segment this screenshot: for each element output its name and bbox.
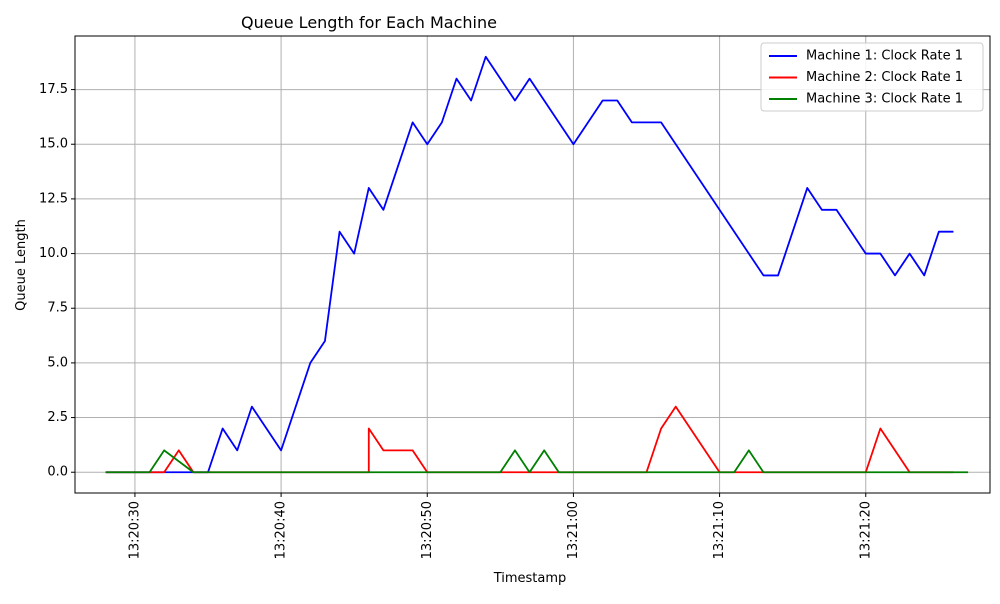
y-tick-label: 0.0 — [47, 465, 68, 480]
series-lines — [105, 55, 969, 474]
legend-box — [760, 42, 984, 112]
chart-title: Queue Length for Each Machine — [241, 13, 497, 32]
legend-label: Machine 3: Clock Rate 1 — [806, 92, 963, 107]
x-axis-label: Timestamp — [493, 571, 567, 586]
x-tick-label: 13:21:20 — [858, 501, 873, 559]
x-axis-ticks: 13:20:30 13:20:40 13:20:50 13:21:00 13:21:10… — [127, 493, 873, 559]
x-tick-label: 13:21:00 — [566, 501, 581, 559]
y-tick-label: 5.0 — [47, 355, 68, 370]
y-tick-label: 15.0 — [39, 137, 68, 152]
y-axis-ticks: 0.0 2.5 5.0 7.5 10.0 12.5 15.0 17.5 — [39, 82, 75, 480]
x-tick-label: 13:20:40 — [274, 501, 289, 559]
legend-label: Machine 1: Clock Rate 1 — [806, 49, 963, 64]
x-tick-label: 13:20:30 — [127, 501, 142, 559]
y-axis-label: Queue Length — [14, 219, 29, 311]
y-tick-label: 12.5 — [39, 191, 68, 206]
series-line-machine-3 — [105, 449, 969, 474]
y-tick-label: 2.5 — [47, 410, 68, 425]
x-tick-label: 13:20:50 — [420, 501, 435, 559]
legend-label: Machine 2: Clock Rate 1 — [806, 70, 963, 85]
legend: Machine 1: Clock Rate 1 Machine 2: Clock … — [760, 42, 984, 112]
y-tick-label: 10.0 — [39, 246, 68, 261]
x-tick-label: 13:21:10 — [712, 501, 727, 559]
y-tick-label: 17.5 — [39, 82, 68, 97]
plot-frame — [74, 35, 991, 494]
y-tick-label: 7.5 — [47, 301, 68, 316]
